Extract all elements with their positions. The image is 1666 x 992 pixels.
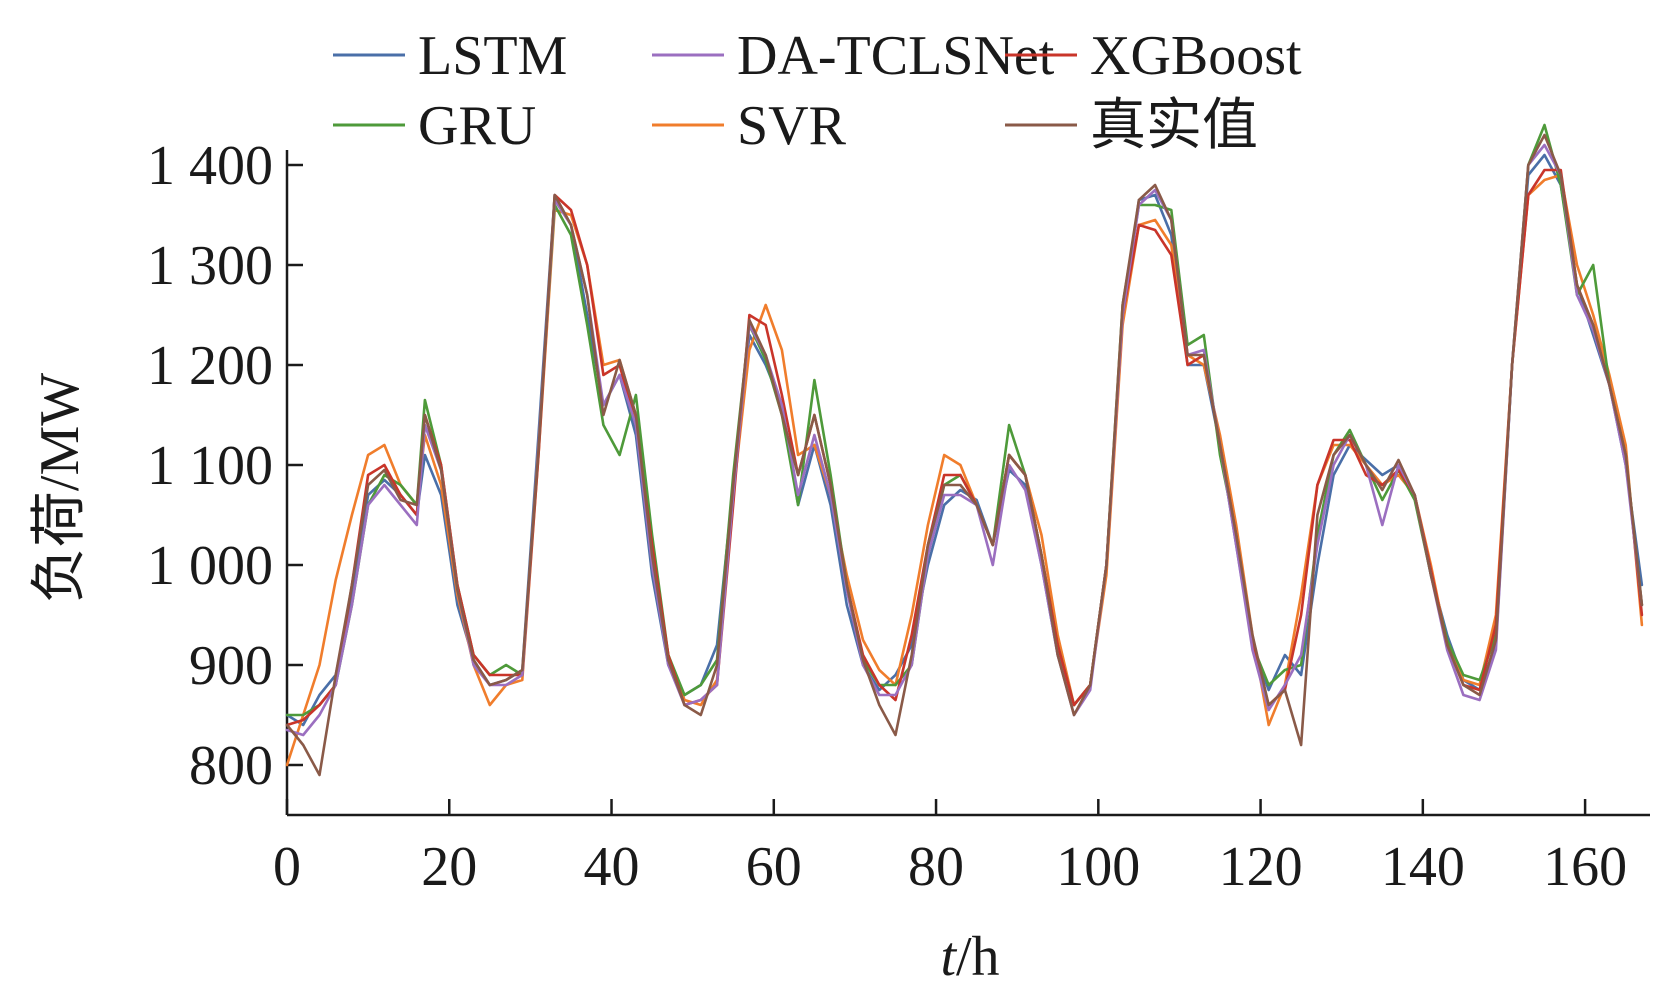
y-ticks: 800 900 1 000 1 100 1 200 1 300 1 400 (147, 135, 303, 797)
y-tick-label: 900 (189, 635, 273, 697)
x-tick-label: 80 (908, 836, 964, 898)
x-tick-label: 140 (1381, 836, 1465, 898)
legend-item: SVR (652, 95, 847, 157)
series-line-0 (285, 153, 1644, 727)
x-ticks: 0 20 40 60 80 100 120 140 160 (273, 799, 1627, 898)
y-tick-label: 1 300 (147, 235, 273, 297)
plot-lines (285, 123, 1644, 777)
x-tick-label: 160 (1543, 836, 1627, 898)
x-tick-label: 0 (273, 836, 301, 898)
series-line-2 (285, 123, 1644, 717)
x-tick-label: 20 (421, 836, 477, 898)
legend-label: XGBoost (1090, 25, 1302, 87)
x-axis-title: t/h (940, 926, 999, 988)
y-tick-label: 800 (189, 735, 273, 797)
series-line-4 (285, 143, 1644, 737)
x-tick-label: 60 (746, 836, 802, 898)
x-tick-label: 120 (1219, 836, 1303, 898)
y-axis-title: 负荷/MW (29, 373, 91, 603)
legend: LSTM GRU DA-TCLSNet SVR XGBoost 真实值 (333, 25, 1302, 157)
legend-label: DA-TCLSNet (737, 25, 1055, 87)
legend-label: 真实值 (1090, 95, 1258, 157)
y-tick-label: 1 000 (147, 535, 273, 597)
legend-item: LSTM (333, 25, 567, 87)
series-line-3 (285, 168, 1644, 727)
x-tick-label: 40 (584, 836, 640, 898)
x-tick-label: 100 (1056, 836, 1140, 898)
y-tick-label: 1 400 (147, 135, 273, 197)
legend-label: GRU (418, 95, 536, 157)
legend-item: DA-TCLSNet (652, 25, 1055, 87)
series-line-5 (285, 133, 1644, 777)
legend-label: SVR (737, 95, 847, 157)
legend-item: GRU (333, 95, 536, 157)
legend-item: 真实值 (1005, 95, 1258, 157)
y-tick-label: 1 100 (147, 435, 273, 497)
legend-item: XGBoost (1005, 25, 1302, 87)
series-line-1 (285, 173, 1644, 767)
legend-label: LSTM (418, 25, 567, 87)
y-tick-label: 1 200 (147, 335, 273, 397)
